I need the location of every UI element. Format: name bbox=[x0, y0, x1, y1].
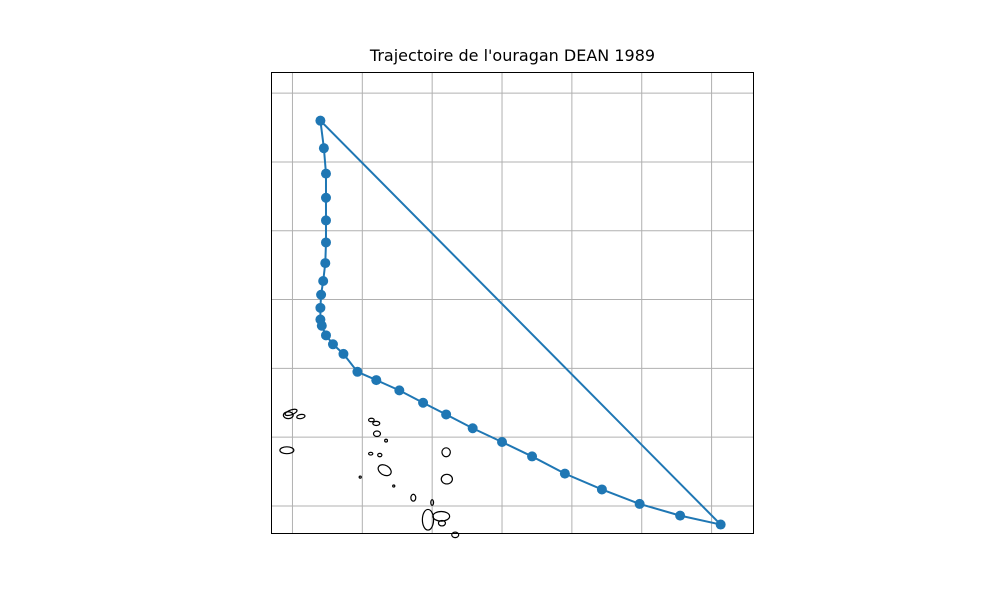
track-point-13 bbox=[327, 339, 338, 350]
island-barbuda bbox=[367, 417, 375, 423]
track-point-1 bbox=[318, 143, 329, 154]
island-st-martin bbox=[282, 411, 294, 420]
track-point-9 bbox=[315, 302, 326, 313]
island-antigua bbox=[372, 430, 382, 438]
island-guadeloupe-basse-terre bbox=[421, 508, 435, 531]
track-point-21 bbox=[497, 436, 508, 447]
track-line bbox=[319, 119, 722, 526]
track-point-20 bbox=[467, 423, 478, 434]
track-point-11 bbox=[316, 320, 327, 331]
hurricane-track bbox=[315, 115, 726, 530]
coastlines bbox=[279, 408, 460, 539]
island-nevis bbox=[377, 452, 383, 458]
track-point-18 bbox=[418, 397, 429, 408]
track-point-0 bbox=[315, 115, 326, 126]
track-point-7 bbox=[318, 275, 329, 286]
island-antigua-north bbox=[372, 420, 381, 427]
island-isle-small-4 bbox=[410, 493, 417, 502]
track-point-22 bbox=[527, 451, 538, 462]
map-frame bbox=[271, 72, 754, 534]
island-marie-galante bbox=[430, 499, 435, 506]
island-montserrat bbox=[377, 464, 392, 477]
track-point-5 bbox=[320, 237, 331, 248]
track-point-26 bbox=[675, 510, 686, 521]
track-point-3 bbox=[320, 192, 331, 203]
track-point-23 bbox=[559, 468, 570, 479]
island-saba bbox=[279, 446, 295, 455]
track-point-8 bbox=[316, 289, 327, 300]
track-point-19 bbox=[441, 409, 452, 420]
track-point-25 bbox=[634, 498, 645, 509]
track-point-27 bbox=[715, 519, 726, 530]
track-point-17 bbox=[394, 385, 405, 396]
island-redonda bbox=[384, 438, 389, 443]
track-point-16 bbox=[371, 375, 382, 386]
island-la-desirade bbox=[437, 519, 447, 527]
track-point-2 bbox=[320, 168, 331, 179]
gridlines bbox=[271, 72, 754, 534]
track-point-14 bbox=[338, 348, 349, 359]
track-point-4 bbox=[320, 215, 331, 226]
island-isle-small-3 bbox=[392, 484, 396, 488]
island-anguilla bbox=[284, 408, 298, 417]
island-st-barthelemy bbox=[296, 413, 306, 420]
track-point-12 bbox=[320, 330, 331, 341]
track-point-6 bbox=[320, 258, 331, 269]
island-isle-small-1 bbox=[451, 531, 460, 539]
island-antigua-main bbox=[441, 447, 451, 458]
map-title: Trajectoire de l'ouragan DEAN 1989 bbox=[369, 46, 656, 65]
island-guadeloupe-grande-terre bbox=[432, 510, 451, 522]
island-isle-small-2 bbox=[358, 475, 362, 479]
island-st-kitts bbox=[367, 451, 374, 456]
track-point-15 bbox=[352, 366, 363, 377]
island-barbuda-main bbox=[440, 473, 454, 485]
track-point-24 bbox=[596, 484, 607, 495]
